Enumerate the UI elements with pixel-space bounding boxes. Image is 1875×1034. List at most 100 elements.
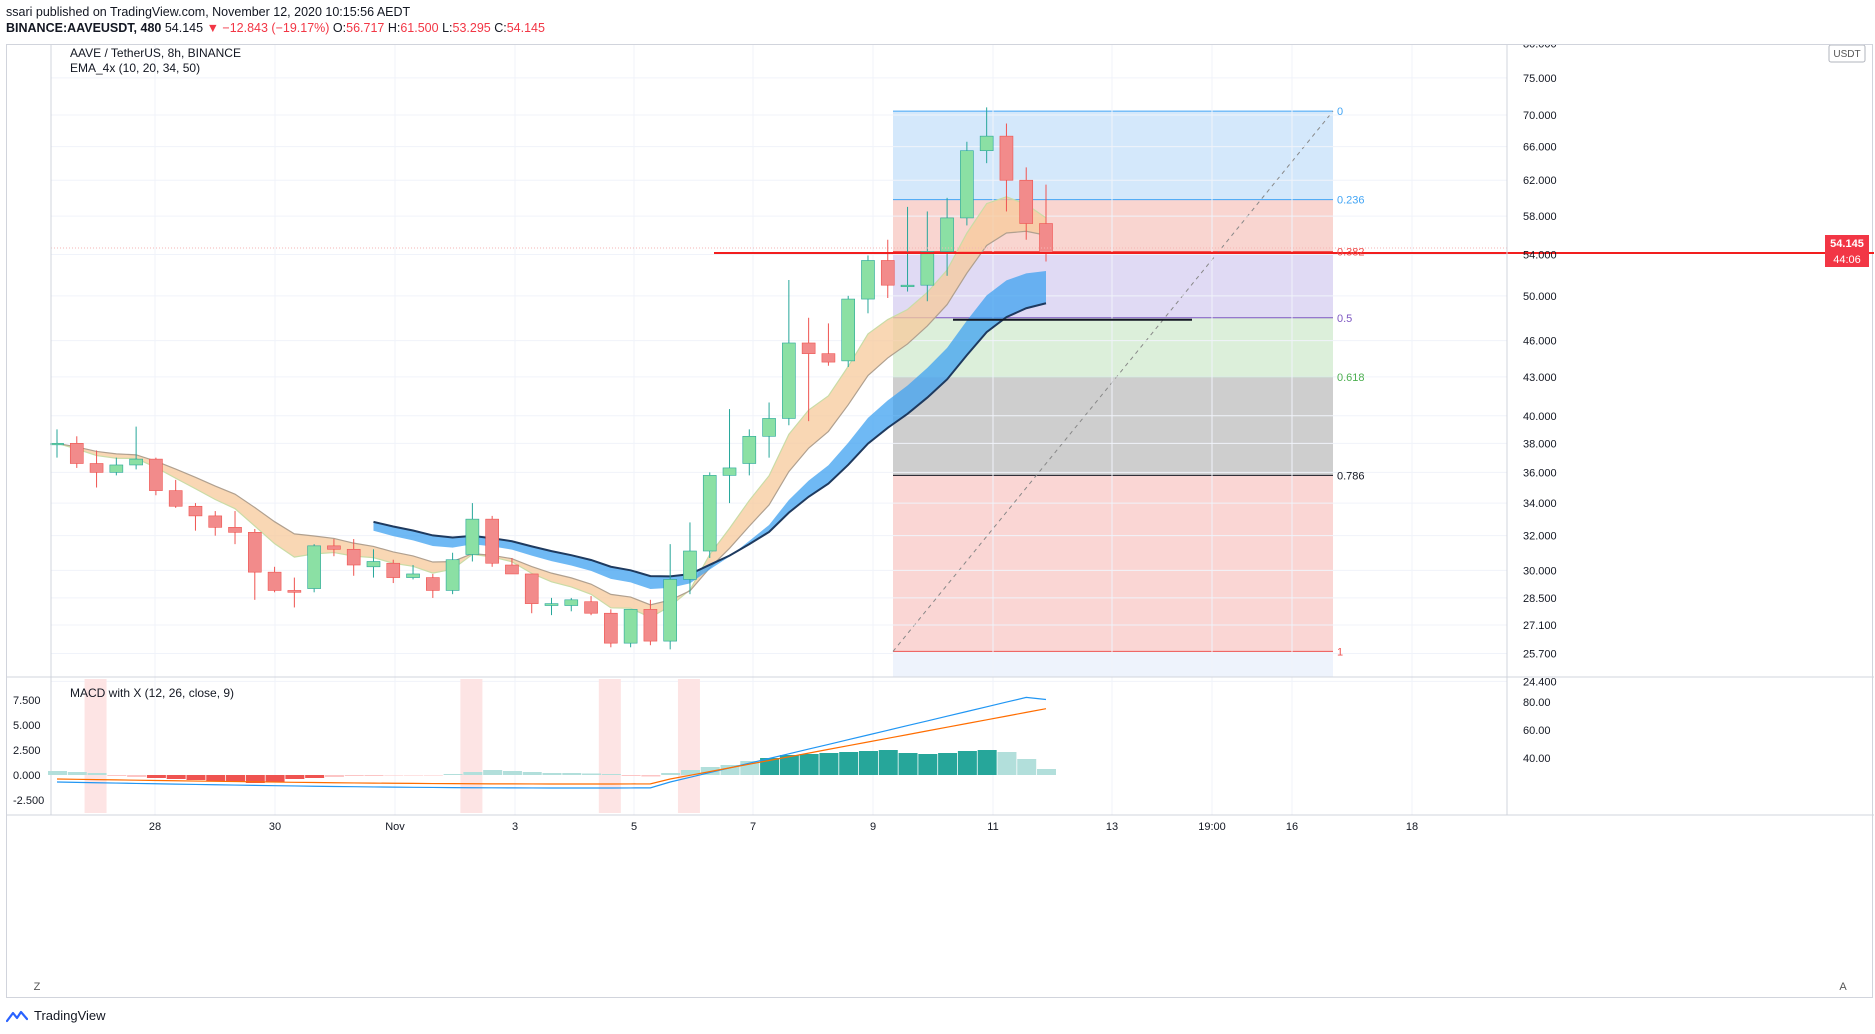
footer-brand: TradingView	[34, 1008, 106, 1023]
macd-histogram-bar	[621, 775, 641, 776]
macd-right-tick: 80.00	[1523, 697, 1551, 709]
candle-body	[228, 527, 242, 533]
macd-histogram-bar	[1017, 759, 1037, 775]
candle-body	[900, 284, 915, 287]
time-tick-label: 30	[269, 821, 281, 833]
ema-20-line	[56, 230, 1047, 606]
macd-histogram-bar	[641, 775, 661, 777]
macd-histogram-bar	[502, 771, 522, 775]
macd-histogram-bar	[423, 775, 443, 776]
tradingview-logo-icon	[6, 1010, 28, 1022]
time-tick-label: 19:00	[1198, 821, 1226, 833]
macd-histogram-bar	[562, 773, 582, 775]
macd-histogram-bar	[680, 770, 700, 775]
a-button[interactable]: A	[1839, 981, 1847, 993]
macd-left-tick: 2.500	[13, 745, 41, 757]
macd-histogram-bar	[344, 775, 364, 776]
fib-zone	[893, 475, 1333, 652]
candle-body	[702, 475, 717, 552]
price-tick-label: 43.000	[1523, 372, 1557, 384]
price-tick-label: 62.000	[1523, 175, 1557, 187]
candle-body	[722, 467, 737, 476]
legend-ema: EMA_4x (10, 20, 34, 50)	[70, 61, 200, 75]
macd-histogram-bar	[542, 773, 562, 775]
fib-zone-ext	[893, 651, 1333, 677]
time-tick-label: 9	[870, 821, 876, 833]
candle-body	[999, 135, 1014, 181]
price-tick-label: 34.000	[1523, 498, 1557, 510]
fib-level-label: 0.786	[1337, 470, 1365, 482]
macd-histogram-bar	[127, 775, 147, 777]
candle-body	[188, 505, 203, 517]
price-tick-label: 24.400	[1523, 676, 1557, 688]
grid	[51, 42, 1507, 815]
candle-body	[327, 545, 341, 550]
macd-right-tick: 40.00	[1523, 753, 1551, 765]
currency-badge-label: USDT	[1833, 49, 1860, 60]
fib-zone	[893, 199, 1333, 252]
macd-histogram-bar	[779, 755, 799, 775]
macd-histogram-bar	[858, 751, 878, 775]
macd-histogram-bar	[324, 775, 344, 777]
legend-pair: AAVE / TetherUS, 8h, BINANCE	[70, 46, 241, 60]
low-value: 53.295	[452, 21, 491, 35]
z-button[interactable]: Z	[34, 981, 41, 993]
footer: TradingView	[6, 1008, 106, 1023]
macd-histogram-bar	[601, 774, 621, 775]
time-axis: 28 30 Nov 3 5 7 9 11 13 19:00 16 18	[149, 821, 1418, 833]
macd-histogram-bar	[918, 754, 938, 775]
time-tick-label: 13	[1106, 821, 1118, 833]
fib-level-label: 1	[1337, 646, 1343, 658]
macd-histogram-bar	[483, 770, 503, 775]
candle-body	[880, 260, 895, 286]
macd-histogram-bar	[1037, 769, 1056, 775]
price-tick-label: 75.000	[1523, 73, 1557, 85]
candle-body	[69, 443, 84, 464]
candle-body	[149, 458, 163, 491]
macd-histogram-bar	[957, 751, 977, 775]
time-tick-label: 28	[149, 821, 161, 833]
macd-histogram-bar	[522, 772, 542, 775]
currency-badge[interactable]	[1828, 44, 1866, 63]
macd-histogram-bar	[404, 775, 424, 776]
candle-body	[623, 609, 638, 644]
candle-body	[89, 463, 104, 473]
candle-body	[445, 559, 460, 591]
fib-level-label: 0	[1337, 106, 1343, 118]
macd-histogram-bar	[364, 775, 384, 776]
price-tick-label: 30.000	[1523, 565, 1557, 577]
candle-body	[208, 515, 223, 528]
price-tick-label: 25.700	[1523, 649, 1557, 661]
price-tick-label: 54.000	[1523, 249, 1557, 261]
candle-body	[1019, 179, 1034, 224]
high-value: 61.500	[400, 21, 439, 35]
publisher-line: ssari published on TradingView.com, Nove…	[6, 5, 411, 19]
time-tick-label: 16	[1286, 821, 1298, 833]
macd-histogram-bar	[661, 773, 681, 775]
macd-histogram-bar	[898, 753, 918, 775]
drawn-lines	[51, 247, 1874, 321]
macd-histogram-bar	[582, 773, 602, 775]
symbol-label: BINANCE:AAVEUSDT, 480	[6, 21, 162, 35]
time-tick-label: 18	[1406, 821, 1418, 833]
candle-body	[801, 342, 816, 354]
candle-body	[287, 590, 302, 593]
candle-body	[742, 435, 757, 464]
candle-body	[50, 443, 64, 446]
candle-body	[564, 599, 579, 606]
candle-body	[604, 612, 618, 644]
candle-body	[762, 418, 776, 437]
candle-body	[544, 603, 559, 606]
legend-macd: MACD with X (12, 26, close, 9)	[70, 686, 234, 700]
price-tick-label: 70.000	[1523, 110, 1557, 122]
price-tick-label: 50.000	[1523, 291, 1557, 303]
price-tick-label: 40.000	[1523, 411, 1557, 423]
price-axis: 80.00075.00070.00066.00062.00058.00054.0…	[7, 38, 1874, 816]
candle-body	[129, 458, 143, 466]
candle-body	[346, 548, 361, 566]
fib-level-label: 0.618	[1337, 372, 1365, 384]
price-tick-label: 36.000	[1523, 467, 1557, 479]
macd-histogram-bar	[67, 772, 87, 775]
